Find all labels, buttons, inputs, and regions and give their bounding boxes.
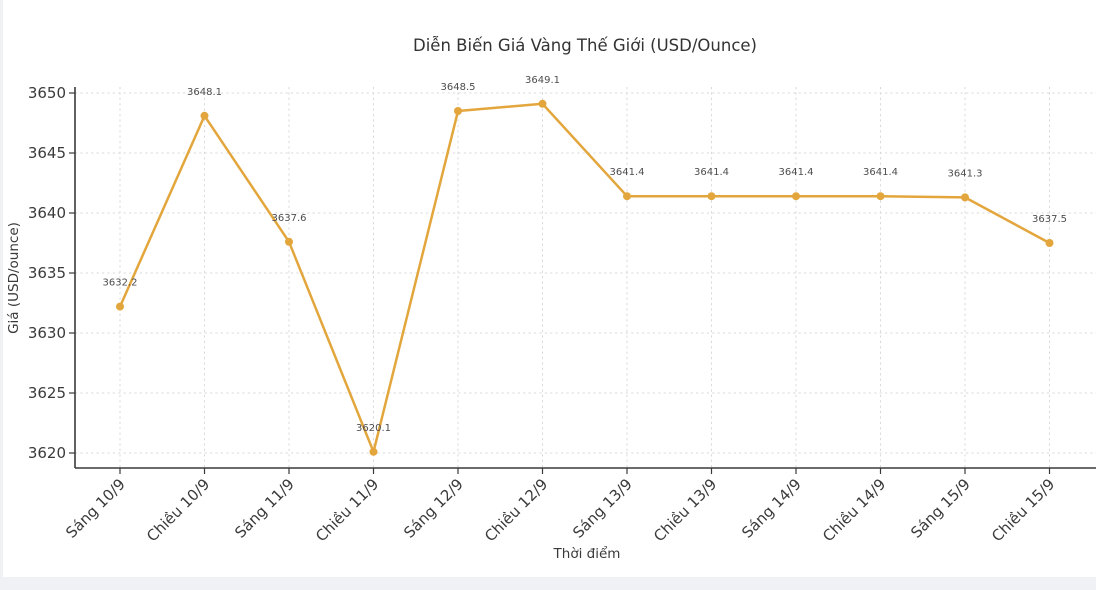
data-point-label: 3648.5 [441, 82, 476, 93]
x-tick-label: Chiều 13/9 [650, 475, 720, 545]
y-tick-label: 3630 [28, 324, 66, 342]
x-axis-label: Thời điểm [553, 545, 621, 562]
data-point-label: 3632.2 [103, 278, 138, 289]
price-line [118, 102, 1051, 454]
data-point-marker [623, 192, 631, 201]
data-point-marker [538, 99, 547, 108]
data-point-label: 3641.3 [948, 168, 983, 179]
data-point-label: 3637.6 [272, 213, 307, 224]
axes-layer [69, 87, 1096, 474]
y-tick-label: 3620 [28, 444, 66, 462]
x-tick-label: Chiều 14/9 [819, 475, 889, 545]
data-point-marker [285, 237, 293, 246]
x-tick-label: Sáng 11/9 [231, 475, 298, 542]
y-tick-label: 3645 [28, 144, 66, 162]
data-point-marker [876, 192, 885, 201]
data-point-marker [116, 302, 124, 311]
price-line-series [116, 99, 1054, 456]
x-tick-label: Sáng 12/9 [400, 475, 467, 542]
x-tick-label: Sáng 14/9 [738, 475, 805, 542]
y-axis-label: Giá (USD/ounce) [6, 222, 22, 334]
x-tick-label: Chiều 15/9 [988, 475, 1058, 545]
data-point-label: 3648.1 [187, 87, 222, 98]
y-tick-label: 3640 [28, 204, 66, 222]
x-tick-label: Sáng 10/9 [62, 475, 129, 542]
data-point-label: 3637.5 [1032, 214, 1067, 225]
data-point-marker [369, 447, 378, 456]
data-point-labels-layer: 3632.2 3648.1 3637.6 3620.1 3648.5 3649.1 3641… [103, 75, 1068, 434]
y-tick-label: 3635 [28, 264, 66, 282]
data-point-marker [792, 192, 800, 201]
data-point-label: 3649.1 [525, 75, 560, 86]
data-point-label: 3620.1 [356, 423, 391, 434]
data-point-label: 3641.4 [863, 167, 898, 178]
data-point-marker [200, 111, 209, 120]
x-tick-label: Sáng 15/9 [907, 475, 974, 542]
x-tick-label: Chiều 11/9 [312, 475, 382, 545]
chart-canvas [3, 0, 1096, 577]
data-point-marker [454, 107, 462, 115]
data-point-marker [707, 192, 716, 201]
chart-title: Diễn Biến Giá Vàng Thế Giới (USD/Ounce) [413, 36, 757, 55]
data-point-label: 3641.4 [779, 167, 814, 178]
data-point-label: 3641.4 [694, 167, 729, 178]
y-tick-label: 3625 [28, 384, 66, 402]
x-tick-label: Chiều 10/9 [143, 475, 213, 545]
x-tick-label: Sáng 13/9 [569, 475, 636, 542]
data-point-marker [961, 193, 969, 202]
x-tick-label: Chiều 12/9 [481, 475, 551, 545]
grid-layer [75, 87, 1096, 468]
data-point-label: 3641.4 [610, 167, 645, 178]
y-tick-label: 3650 [28, 84, 66, 102]
data-point-marker [1045, 239, 1054, 247]
